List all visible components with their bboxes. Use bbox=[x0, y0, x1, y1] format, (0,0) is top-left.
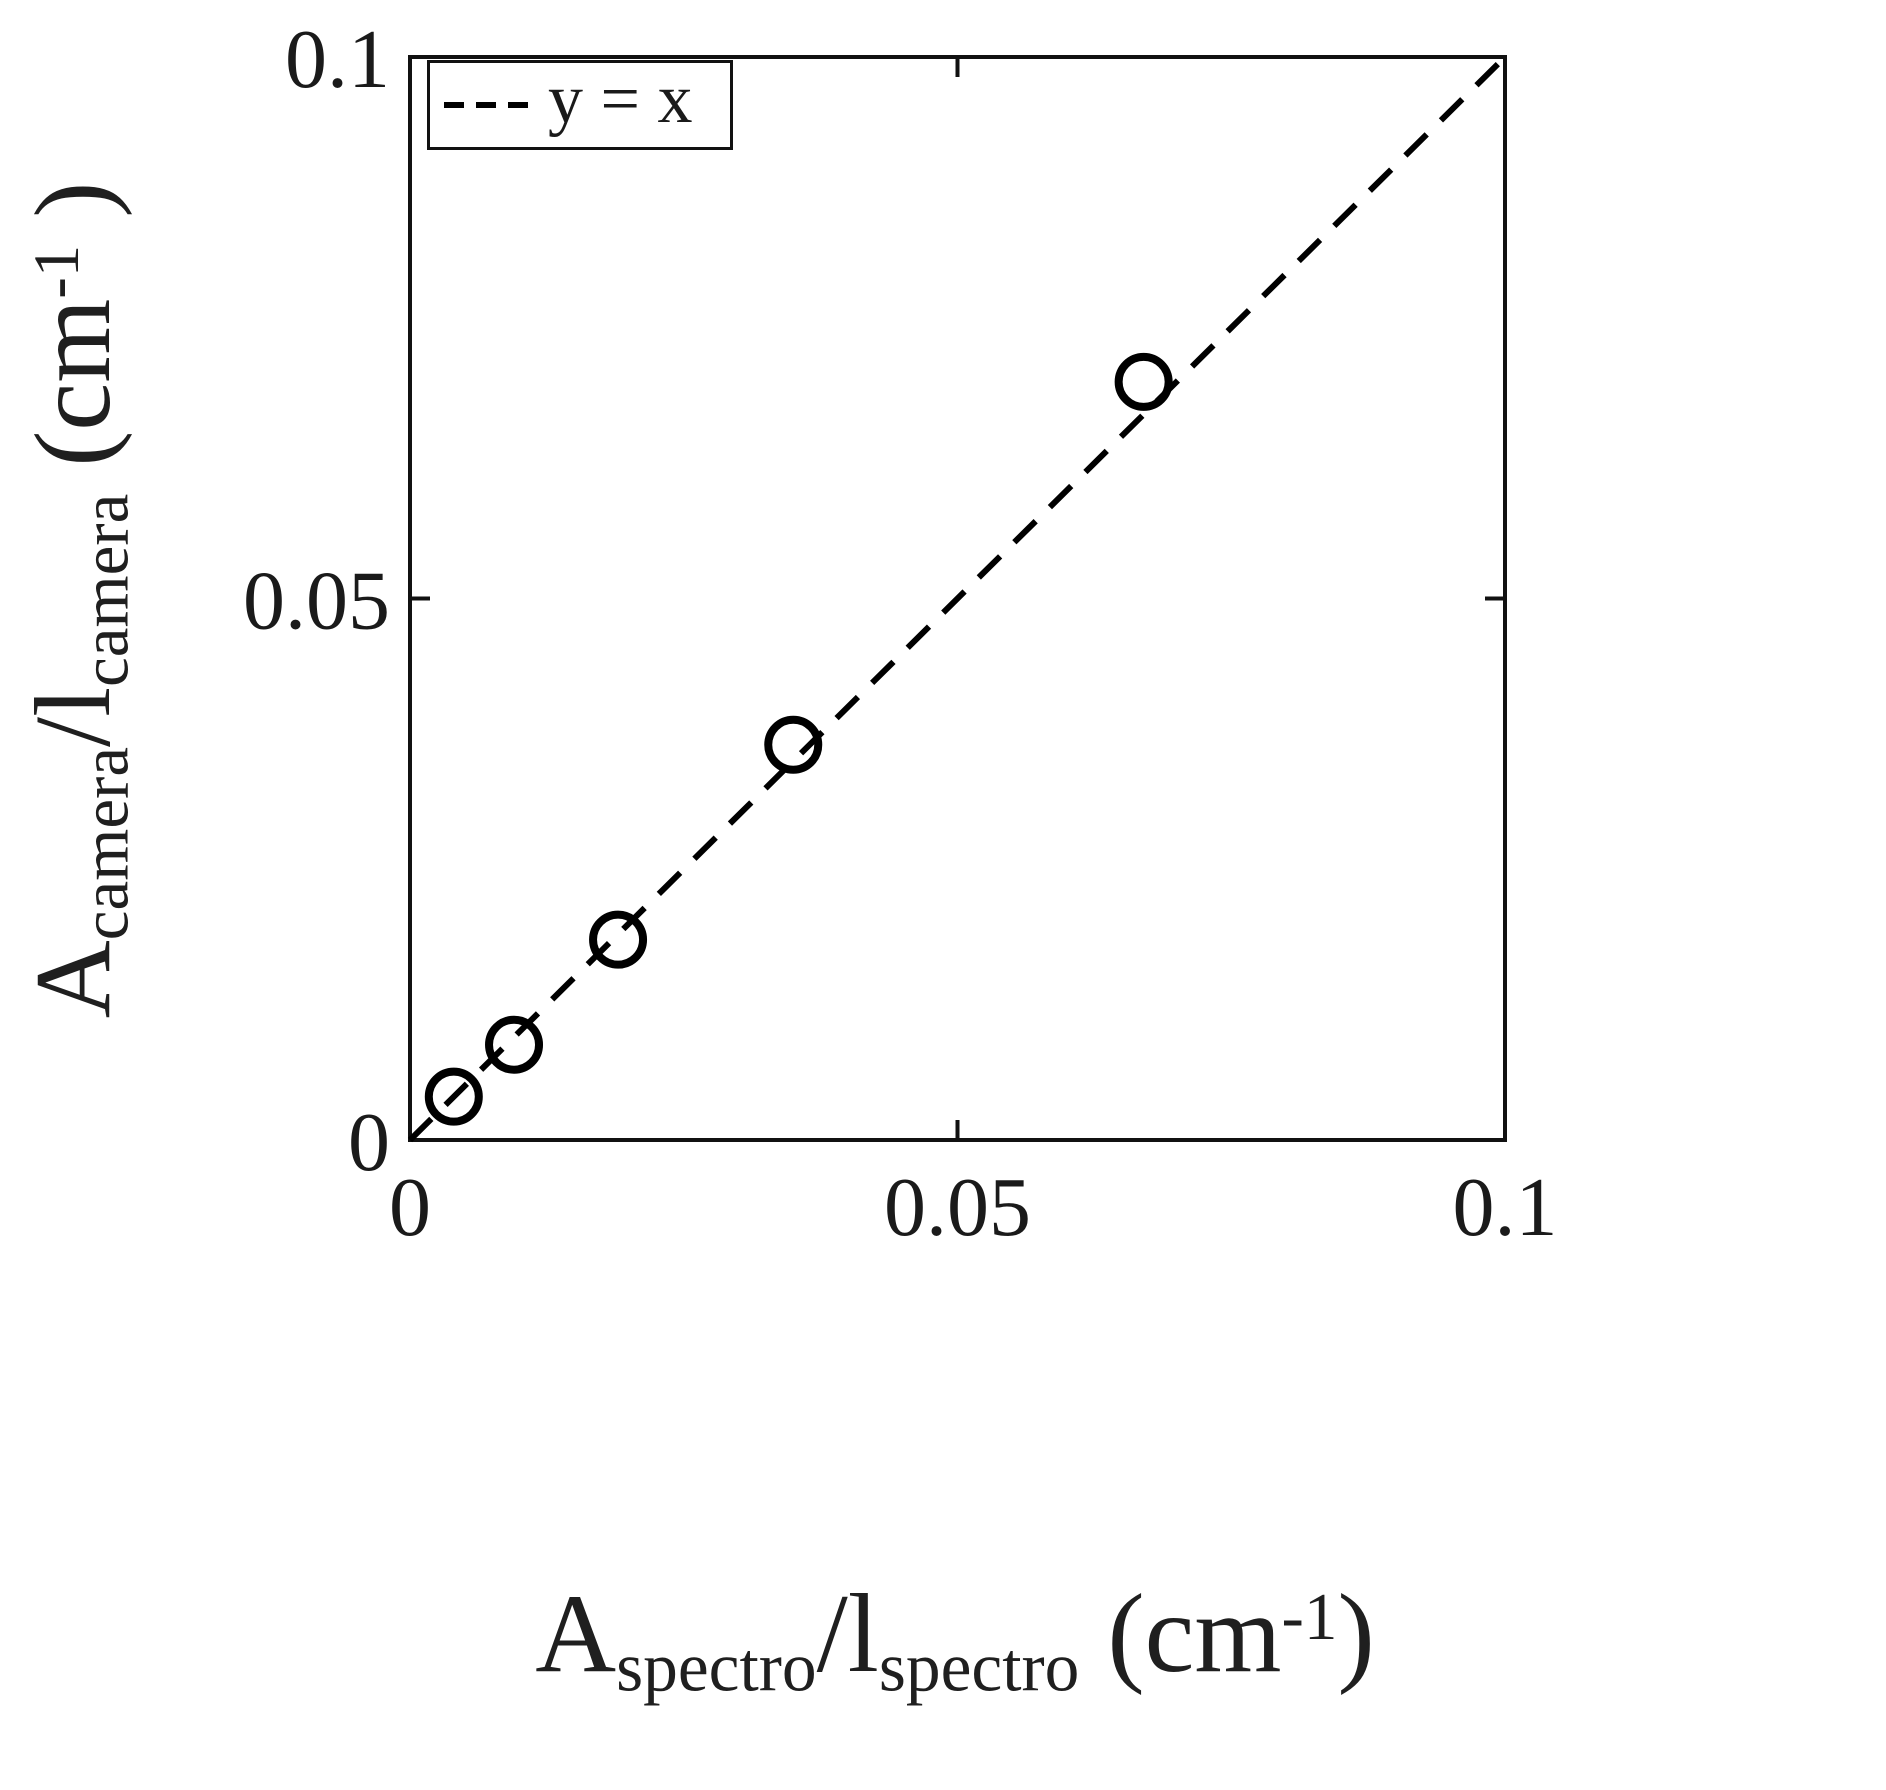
y-axis-label-sup: -1 bbox=[20, 244, 93, 299]
data-point bbox=[424, 1067, 483, 1126]
x-axis-label-base2: /l bbox=[816, 1572, 879, 1696]
x-axis-label-unit-close: ) bbox=[1337, 1572, 1375, 1696]
x-axis-label: Aspectro/lspectro (cm-1) bbox=[255, 1570, 1655, 1770]
legend: y = x bbox=[427, 60, 733, 150]
y-axis-label: Acamera/lcamera (cm-1 ) bbox=[12, 0, 172, 1300]
x-axis-label-unit-open: (cm bbox=[1079, 1572, 1282, 1696]
y-tick-label: 0 bbox=[348, 1096, 390, 1189]
y-axis-label-unit-close: ) bbox=[14, 181, 133, 245]
y-axis-label-sub1: camera bbox=[68, 746, 143, 941]
x-axis-label-base1: A bbox=[535, 1572, 617, 1696]
reference-line bbox=[407, 54, 1508, 1143]
data-point bbox=[764, 715, 823, 774]
legend-dashed-line-icon bbox=[444, 102, 532, 108]
y-tick-label: 0.1 bbox=[285, 13, 390, 106]
x-tick-label: 0.1 bbox=[1453, 1161, 1558, 1254]
data-point bbox=[1114, 352, 1173, 411]
y-tick-label: 0.05 bbox=[243, 555, 390, 648]
legend-entry-label: y = x bbox=[548, 61, 693, 138]
x-tick-label: 0 bbox=[389, 1161, 431, 1254]
x-tick-label: 0.05 bbox=[884, 1161, 1031, 1254]
data-point bbox=[589, 910, 648, 969]
y-axis-label-unit-open: (cm bbox=[14, 298, 133, 494]
x-axis-label-sup: -1 bbox=[1281, 1578, 1338, 1654]
y-axis-label-base2: /l bbox=[14, 686, 133, 747]
x-axis-label-sub1: spectro bbox=[616, 1629, 817, 1707]
x-axis-label-sub2: spectro bbox=[878, 1629, 1080, 1707]
y-axis-label-sub2: camera bbox=[68, 493, 143, 687]
data-point bbox=[485, 1015, 544, 1074]
y-axis-label-base1: A bbox=[14, 940, 133, 1019]
